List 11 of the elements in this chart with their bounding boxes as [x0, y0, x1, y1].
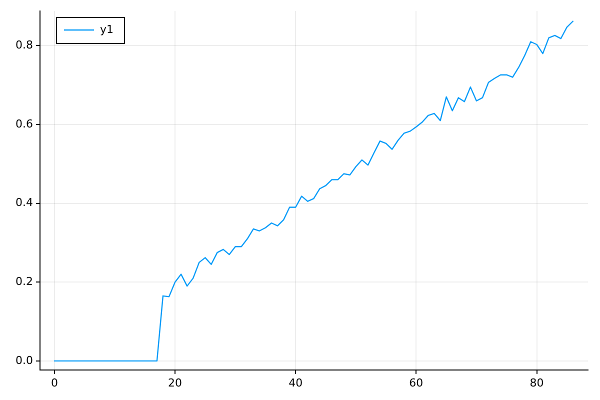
y-tick-label: 0.0	[16, 354, 33, 367]
x-tick-label: 80	[530, 376, 544, 390]
legend-label: y1	[100, 22, 114, 36]
y-tick-label: 0.2	[16, 274, 33, 288]
x-tick-label: 20	[168, 376, 182, 390]
y-tick-label: 0.6	[16, 117, 33, 130]
y-tick-label: 0.4	[16, 196, 33, 210]
x-tick-label: 60	[409, 376, 424, 390]
y-tick-label: 0.8	[16, 38, 33, 52]
x-tick-label: 40	[288, 376, 303, 390]
x-tick-label: 0	[50, 376, 58, 390]
